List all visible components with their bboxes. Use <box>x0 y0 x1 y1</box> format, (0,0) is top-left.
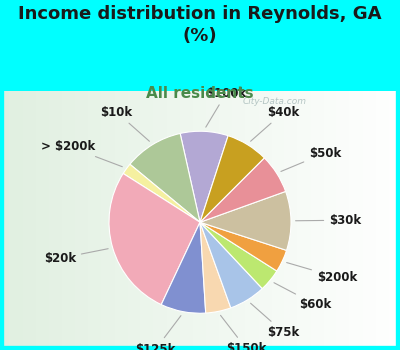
Text: All residents: All residents <box>146 86 254 101</box>
Text: $60k: $60k <box>274 283 332 311</box>
Wedge shape <box>200 222 286 271</box>
Wedge shape <box>123 164 200 222</box>
Wedge shape <box>200 222 277 289</box>
Text: $30k: $30k <box>296 214 361 227</box>
Wedge shape <box>200 222 262 308</box>
Text: $200k: $200k <box>287 262 357 284</box>
Text: $50k: $50k <box>281 147 341 172</box>
Text: $150k: $150k <box>220 315 266 350</box>
Text: $40k: $40k <box>250 106 300 141</box>
Text: > $200k: > $200k <box>41 140 122 167</box>
Wedge shape <box>180 131 228 222</box>
Wedge shape <box>200 158 286 222</box>
Wedge shape <box>109 174 200 304</box>
Wedge shape <box>200 136 264 222</box>
Wedge shape <box>200 191 291 250</box>
Text: $75k: $75k <box>250 303 300 339</box>
Text: City-Data.com: City-Data.com <box>243 97 307 106</box>
Wedge shape <box>161 222 206 313</box>
Wedge shape <box>130 133 200 222</box>
Text: $10k: $10k <box>100 106 150 141</box>
Text: Income distribution in Reynolds, GA
(%): Income distribution in Reynolds, GA (%) <box>18 5 382 46</box>
Text: $125k: $125k <box>136 316 181 350</box>
Text: $100k: $100k <box>206 87 246 127</box>
Text: $20k: $20k <box>44 249 108 265</box>
Wedge shape <box>200 222 231 313</box>
